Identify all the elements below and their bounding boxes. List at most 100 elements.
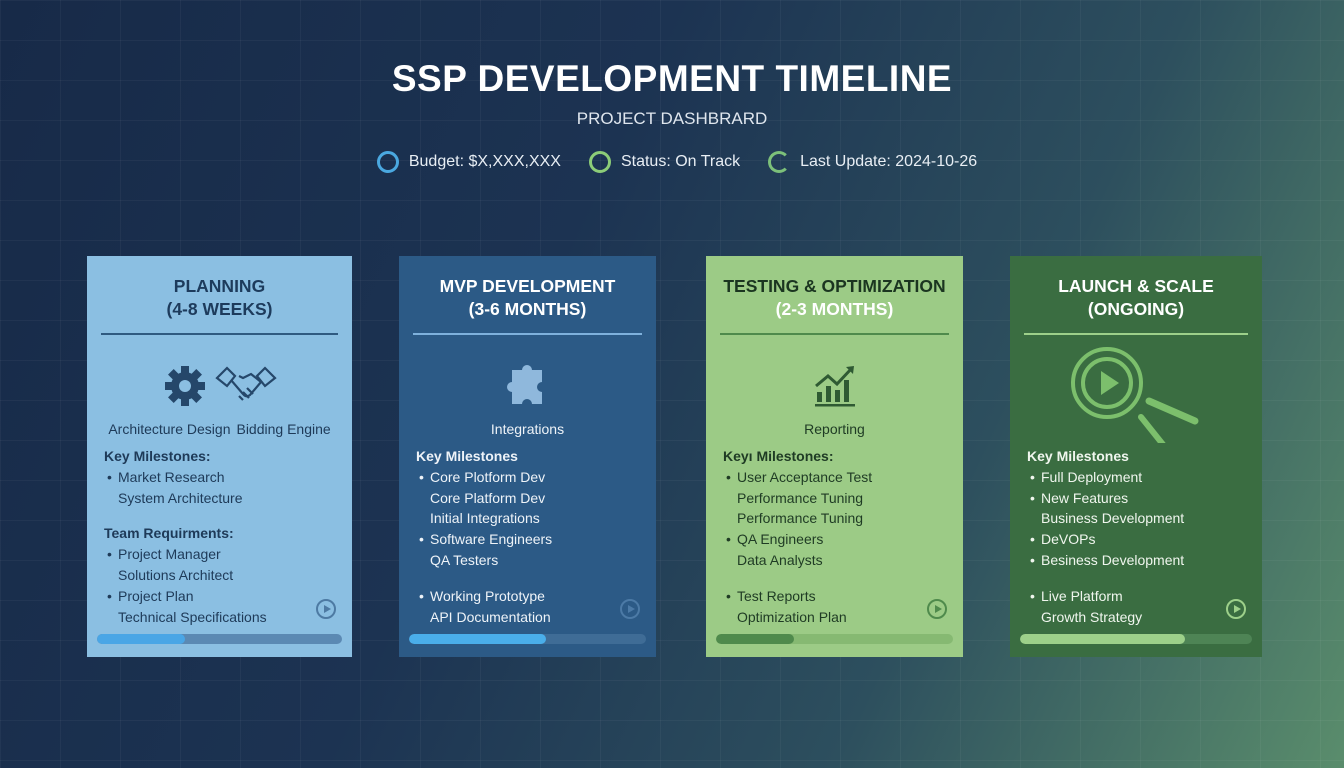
phase-title: PLANNING (4-8 WEEKS) [99, 275, 340, 321]
phase-card-2[interactable]: MVP DEVELOPMENT (3-6 MONTHS) Integrations… [399, 256, 656, 657]
phase-icons [411, 335, 644, 413]
phase-title: TESTING & OPTIMIZATION (2-3 MONTHS) [718, 275, 951, 321]
progress-fill [97, 634, 186, 644]
divider [101, 333, 338, 335]
phase-card-3[interactable]: TESTING & OPTIMIZATION (2-3 MONTHS) Repor… [706, 256, 963, 657]
section-heading: Team Requirments: [104, 525, 234, 542]
list-item: System Architecture [118, 489, 243, 506]
list-item: Initial Integrations [430, 510, 540, 527]
stat-budget: Budget: $X,XXX,XXX [376, 151, 561, 173]
stat-status: Status: On Track [588, 151, 741, 173]
phase-card-4[interactable]: LAUNCH & SCALE (ONGOING) Key Milestones Fu… [1010, 256, 1262, 657]
phase-duration: (ONGOING) [1087, 299, 1185, 319]
phase-name: TESTING & OPTIMIZATION [723, 276, 946, 296]
stat-label: Budget: $X,XXX,XXX [408, 153, 561, 170]
list-item: Project Plan [104, 586, 267, 607]
list-item: Live Platform [1027, 586, 1184, 607]
progress-bar [1020, 634, 1252, 644]
handshake-icon [214, 364, 277, 413]
section-heading: Key Milestones [416, 448, 518, 464]
list-item: New Features [1027, 488, 1184, 509]
phase-title: LAUNCH & SCALE (ONGOING) [1022, 275, 1250, 321]
progress-fill [1020, 634, 1185, 644]
list-item: Project Manager [104, 544, 267, 565]
magnifier-play-icon [1071, 343, 1201, 450]
phase-duration: (2-3 MONTHS) [775, 299, 894, 319]
divider [720, 333, 949, 335]
stat-label: Last Update: 2024-10-26 [800, 153, 978, 170]
play-icon[interactable] [620, 599, 640, 619]
list-item: API Documentation [430, 608, 551, 625]
milestone-list: Keyı Milestones:User Acceptance TestPerf… [723, 446, 872, 642]
phase-icons [718, 335, 951, 413]
list-item: Test Reports [723, 586, 872, 607]
phase-name: PLANNING [173, 276, 266, 296]
list-item: Market Research [104, 467, 267, 488]
chart-growth-icon [812, 364, 858, 413]
milestone-list: Key Milestones Full DeploymentNew Feature… [1027, 446, 1184, 642]
list-item: Business Development [1041, 510, 1185, 527]
puzzle-icon [506, 360, 550, 413]
progress-bar [97, 634, 342, 644]
icon-labels: Integrations [411, 421, 644, 437]
ring-icon [376, 151, 399, 173]
play-icon[interactable] [1226, 599, 1246, 619]
list-item: Core Platform Dev [430, 489, 546, 506]
list-item: Solutions Architect [118, 566, 234, 583]
list-item: QA Testers [430, 551, 499, 568]
section-heading: Key Milestones [1027, 448, 1129, 464]
icon-label: Integrations [490, 421, 565, 437]
gear-icon [163, 364, 207, 413]
divider [413, 333, 642, 335]
list-item: Besiness Development [1027, 550, 1184, 571]
phase-title: MVP DEVELOPMENT (3-6 MONTHS) [411, 275, 644, 321]
progress-fill [716, 634, 795, 644]
play-icon[interactable] [316, 599, 336, 619]
page-title: SSP DEVELOPMENT TIMELINE [391, 58, 953, 99]
phase-duration: (4-8 WEEKS) [166, 299, 273, 319]
section-heading: Keyı Milestones: [723, 448, 834, 464]
progress-bar [409, 634, 646, 644]
icon-labels: Architecture Design Bidding Engine [99, 421, 340, 437]
phase-icons [99, 335, 340, 413]
ring-icon [768, 151, 791, 173]
milestone-group: Team Requirments: Project ManagerSolution… [104, 523, 267, 627]
play-icon[interactable] [927, 599, 947, 619]
phase-name: LAUNCH & SCALE [1058, 276, 1214, 296]
phase-icons [1022, 331, 1250, 451]
list-item: Full Deployment [1027, 467, 1184, 488]
list-item: Performance Tuning [737, 510, 864, 527]
list-item: User Acceptance Test [723, 467, 872, 488]
stats-bar: Budget: $X,XXX,XXX Status: On Track Last… [0, 151, 1344, 173]
phase-duration: (3-6 MONTHS) [468, 299, 587, 319]
icon-label: Bidding Engine [236, 421, 331, 437]
divider [1024, 333, 1248, 335]
page-subtitle: PROJECT DASHBRARD [576, 109, 768, 128]
ring-icon [588, 151, 611, 173]
progress-fill [409, 634, 547, 644]
milestone-group: Key Milestones Full DeploymentNew Feature… [1027, 446, 1184, 571]
milestone-group: Keyı Milestones:User Acceptance TestPerf… [723, 446, 872, 571]
list-item: Software Engineers [416, 529, 552, 550]
list-item: Optimization Plan [737, 608, 847, 625]
progress-bar [716, 634, 953, 644]
list-item: Data Analysts [737, 551, 823, 568]
phase-name: MVP DEVELOPMENT [439, 276, 616, 296]
icon-label: Architecture Design [108, 421, 231, 437]
icon-label: Reporting [804, 421, 865, 437]
stat-label: Status: On Track [620, 153, 741, 170]
section-heading: Key Milestones: [104, 448, 211, 464]
phase-card-1[interactable]: PLANNING (4-8 WEEKS) Architecture Design B… [87, 256, 352, 657]
list-item: Growth Strategy [1041, 608, 1143, 625]
list-item: Working Prototype [416, 586, 552, 607]
list-item: Performance Tuning [737, 489, 864, 506]
stat-last-update: Last Update: 2024-10-26 [768, 151, 977, 173]
list-item: Core Plotform Dev [416, 467, 552, 488]
icon-labels: Reporting [718, 421, 951, 437]
